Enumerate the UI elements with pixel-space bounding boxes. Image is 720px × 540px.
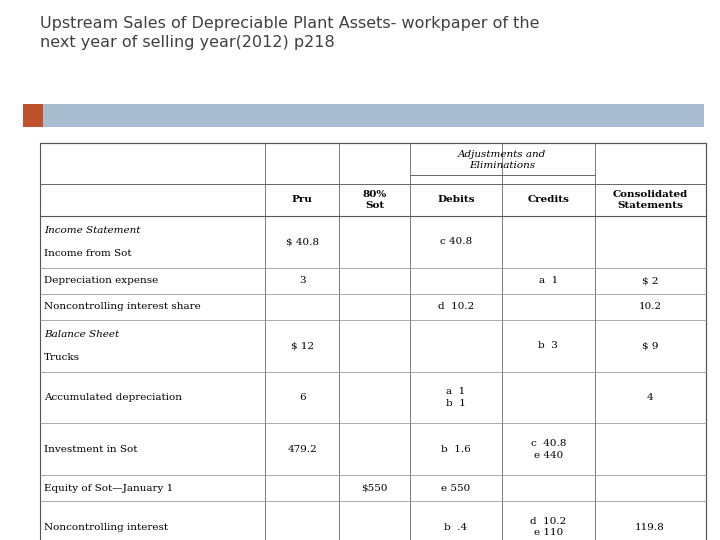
Text: d  10.2: d 10.2	[438, 302, 474, 311]
Text: Equity of Sot—January 1: Equity of Sot—January 1	[44, 484, 174, 492]
Text: a  1: a 1	[539, 276, 558, 285]
Text: Noncontrolling interest share: Noncontrolling interest share	[44, 302, 201, 311]
Text: 4: 4	[647, 393, 654, 402]
Text: Balance Sheet: Balance Sheet	[44, 330, 119, 339]
Text: Pru: Pru	[292, 195, 312, 204]
Text: e 550: e 550	[441, 484, 470, 492]
Text: Accumulated depreciation: Accumulated depreciation	[44, 393, 182, 402]
Text: Investment in Sot: Investment in Sot	[44, 445, 138, 454]
Text: 119.8: 119.8	[635, 523, 665, 531]
Text: 10.2: 10.2	[639, 302, 662, 311]
Text: $ 9: $ 9	[642, 341, 658, 350]
Text: Trucks: Trucks	[44, 353, 80, 361]
Text: 6: 6	[299, 393, 305, 402]
Text: b  3: b 3	[539, 341, 558, 350]
Text: d  10.2
e 110: d 10.2 e 110	[530, 517, 567, 537]
Text: c  40.8
e 440: c 40.8 e 440	[531, 439, 566, 460]
Text: Upstream Sales of Depreciable Plant Assets- workpaper of the
next year of sellin: Upstream Sales of Depreciable Plant Asse…	[40, 16, 539, 50]
Text: Income Statement: Income Statement	[44, 226, 140, 235]
Text: b  .4: b .4	[444, 523, 467, 531]
Text: 479.2: 479.2	[287, 445, 318, 454]
Text: $ 12: $ 12	[291, 341, 314, 350]
Text: $ 40.8: $ 40.8	[286, 238, 319, 246]
Text: Noncontrolling interest: Noncontrolling interest	[44, 523, 168, 531]
Text: b  1.6: b 1.6	[441, 445, 471, 454]
Text: Adjustments and
Eliminations: Adjustments and Eliminations	[458, 150, 546, 170]
Text: $ 2: $ 2	[642, 276, 658, 285]
Text: Consolidated
Statements: Consolidated Statements	[613, 190, 688, 210]
Text: Income from Sot: Income from Sot	[44, 249, 132, 258]
Text: 80%
Sot: 80% Sot	[362, 190, 387, 210]
Text: 3: 3	[299, 276, 305, 285]
Text: $550: $550	[361, 484, 387, 492]
Text: Credits: Credits	[528, 195, 570, 204]
Text: Depreciation expense: Depreciation expense	[44, 276, 158, 285]
Text: a  1
b  1: a 1 b 1	[446, 387, 466, 408]
Text: c 40.8: c 40.8	[440, 238, 472, 246]
Text: Debits: Debits	[437, 195, 474, 204]
